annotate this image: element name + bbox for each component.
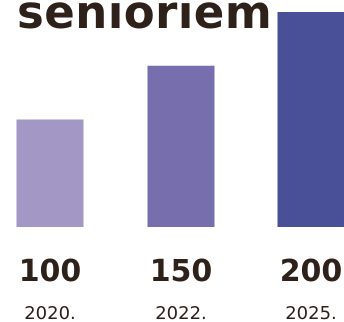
value-label-0: 100 bbox=[19, 254, 82, 289]
value-label-1: 150 bbox=[150, 254, 213, 289]
bar-2 bbox=[277, 12, 344, 227]
bar-1 bbox=[147, 65, 215, 227]
chart-title: senioriem bbox=[17, 0, 273, 39]
category-label-2: 2025. bbox=[285, 303, 337, 322]
value-label-2: 200 bbox=[280, 254, 343, 289]
category-label-1: 2022. bbox=[155, 303, 207, 322]
bar-0 bbox=[16, 119, 84, 227]
category-label-0: 2020. bbox=[24, 303, 76, 322]
